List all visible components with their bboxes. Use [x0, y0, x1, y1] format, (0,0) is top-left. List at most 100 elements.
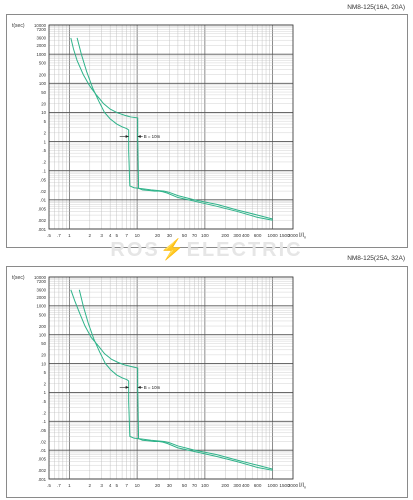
plot-frame	[48, 24, 294, 230]
y-tick-label: .02	[40, 189, 47, 194]
y-tick-label: .005	[38, 457, 47, 462]
y-axis-label: t(sec)	[12, 23, 25, 29]
y-tick-label: 7200	[36, 27, 46, 32]
x-axis-label: I/In	[299, 233, 306, 240]
x-tick-label: 50	[182, 483, 188, 488]
x-tick-label: 30	[167, 233, 173, 238]
y-tick-label: 1000	[36, 304, 46, 309]
chart-panel-25a-32a: 10000 7 200 3600 2000 1000 500 200 100 50 20 10 5 2 1.…	[6, 266, 408, 498]
x-axis-label-subscript: n	[304, 486, 306, 490]
y-tick-label: 200	[39, 72, 47, 77]
y-tick-label: 20	[41, 101, 46, 106]
y-tick-label: .02	[40, 439, 47, 444]
x-tick-label: 20	[155, 483, 161, 488]
x-tick-label: 4	[109, 233, 112, 238]
x-tick-label: 7	[125, 483, 128, 488]
x-tick-label: 3	[100, 233, 103, 238]
arrowhead-icon	[137, 134, 141, 138]
bolt-icon: ⚡	[159, 239, 187, 261]
x-tick-label: .5	[47, 233, 51, 238]
x-tick-label: .5	[47, 483, 51, 488]
y-tick-label: .2	[42, 410, 46, 415]
annotation-label: B = 10In	[144, 385, 161, 390]
x-tick-label: 10	[135, 233, 141, 238]
x-tick-label: 100	[201, 483, 209, 488]
y-tick-label: 500	[39, 312, 47, 317]
grid	[48, 24, 294, 230]
y-tick-label: 10000	[34, 275, 47, 280]
x-tick-label: 70	[192, 233, 198, 238]
trip-curve-series-2	[78, 289, 273, 470]
x-tick-label: 1	[68, 233, 71, 238]
grid	[48, 276, 294, 480]
y-tick-label: 1000	[36, 52, 46, 57]
x-tick-label: 5	[115, 233, 118, 238]
annotation-label: B = 10In	[144, 134, 161, 139]
x-tick-label: 200	[221, 233, 229, 238]
x-tick-label: 2000	[288, 483, 299, 488]
x-tick-label: 70	[192, 483, 198, 488]
x-tick-label: 1	[68, 483, 71, 488]
x-tick-label: 600	[254, 233, 262, 238]
x-tick-label: 30	[167, 483, 173, 488]
y-tick-label: .05	[40, 428, 47, 433]
x-tick-label: 1500	[279, 483, 290, 488]
plot-frame	[48, 276, 294, 480]
chart-title: NM8-125(25A, 32A)	[347, 255, 405, 262]
y-tick-label: 5	[44, 119, 47, 124]
x-tick-label: 300	[233, 483, 241, 488]
x-tick-label: 1000	[267, 233, 278, 238]
y-tick-label: 100	[39, 333, 47, 338]
y-tick-label: .001	[38, 227, 47, 232]
y-tick-label: 50	[41, 341, 46, 346]
y-tick-label: .1	[42, 169, 46, 174]
arrowhead-icon	[125, 385, 129, 389]
y-tick-label: .005	[38, 206, 47, 211]
trip-curve-series-1	[70, 37, 273, 221]
y-tick-label: 2	[44, 131, 47, 136]
x-tick-label: 5	[115, 483, 118, 488]
watermark-logo: ROS⚡ELECTRIC	[0, 237, 413, 262]
watermark-text-left: ROS	[110, 239, 160, 261]
y-tick-label: 20	[41, 353, 46, 358]
y-tick-label: .1	[42, 419, 46, 424]
y-tick-label: 5	[44, 370, 47, 375]
arrowhead-icon	[137, 385, 141, 389]
trip-curve-series-1	[70, 289, 273, 471]
x-tick-label: 400	[242, 483, 250, 488]
y-tick-label: 200	[39, 324, 47, 329]
x-tick-label: 10	[135, 483, 141, 488]
y-tick-label: 3600	[36, 288, 46, 293]
y-tick-label: .002	[38, 218, 47, 223]
y-tick-label: 1	[44, 390, 47, 395]
x-tick-label: 7	[125, 233, 128, 238]
y-axis-label: t(sec)	[12, 275, 25, 281]
trip-curve-chart: 10000 7 200 3600 2000 1000 500 200 100 50 20 10 5 2 1.…	[12, 275, 306, 490]
chart-panel-16a-20a: 10000 7200 3600 2000 1000 500 200 100 50 20 10 5 2 1.…	[6, 14, 408, 248]
x-tick-label: 2	[89, 483, 92, 488]
x-tick-label: 4	[109, 483, 112, 488]
y-tick-label: 10	[41, 110, 46, 115]
x-tick-label: .7	[57, 233, 61, 238]
y-tick-label: .01	[40, 198, 47, 203]
y-tick-label: 3600	[36, 36, 46, 41]
arrowhead-icon	[125, 134, 129, 138]
x-tick-label: 400	[242, 233, 250, 238]
y-tick-label: 2000	[36, 43, 46, 48]
y-tick-label: .001	[38, 477, 47, 482]
y-tick-label: 10000	[34, 23, 47, 28]
x-tick-label: 1500	[279, 233, 290, 238]
x-tick-label: 300	[233, 233, 241, 238]
y-tick-label: 500	[39, 61, 47, 66]
instantaneous-trip-annotation: B = 10In	[119, 134, 161, 139]
y-tick-label: .05	[40, 177, 47, 182]
trip-curve-series-2	[76, 37, 273, 220]
x-tick-label: 3	[100, 483, 103, 488]
x-tick-label: 2	[89, 233, 92, 238]
y-tick-label: 2000	[36, 295, 46, 300]
y-tick-label: .01	[40, 448, 47, 453]
instantaneous-trip-annotation: B = 10In	[119, 385, 161, 390]
x-tick-label: 1000	[267, 483, 278, 488]
y-tick-label: .5	[42, 399, 46, 404]
x-tick-label: 200	[221, 483, 229, 488]
